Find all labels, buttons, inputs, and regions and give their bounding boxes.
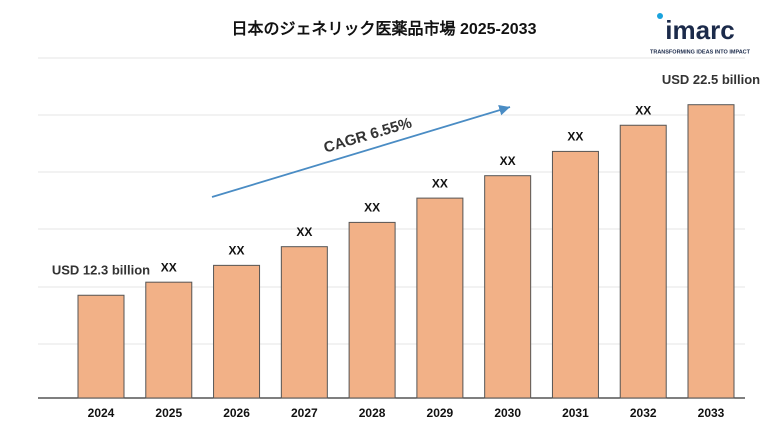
logo-name: imarc	[665, 15, 734, 45]
bar	[551, 150, 599, 399]
value-label: XX	[635, 103, 651, 117]
x-tick-label: 2033	[698, 406, 725, 420]
x-tick-label: 2025	[155, 406, 182, 420]
x-tick-label: 2024	[88, 406, 115, 420]
bar	[348, 221, 396, 399]
bar	[687, 104, 735, 399]
value-label: XX	[364, 201, 380, 215]
chart-title: 日本のジェネリック医薬品市場 2025-2033	[232, 19, 537, 38]
value-label: USD 12.3 billion	[52, 263, 150, 278]
bar	[619, 124, 667, 399]
bar	[484, 175, 532, 399]
bar	[213, 264, 261, 399]
value-label: XX	[161, 260, 177, 274]
value-label: XX	[500, 154, 516, 168]
value-label: XX	[567, 130, 583, 144]
logo-tagline: TRANSFORMING IDEAS INTO IMPACT	[650, 49, 751, 55]
cagr-arrow	[211, 104, 511, 198]
logo-dot	[657, 13, 663, 19]
x-tick-label: 2027	[291, 406, 318, 420]
bar	[280, 246, 328, 399]
bar	[416, 197, 464, 399]
x-tick-label: 2026	[223, 406, 250, 420]
bar	[77, 294, 125, 399]
x-tick-label: 2031	[562, 406, 589, 420]
x-tick-label: 2030	[494, 406, 521, 420]
value-label: XX	[432, 176, 448, 190]
value-label: XX	[229, 244, 245, 258]
value-label: XX	[296, 225, 312, 239]
x-tick-label: 2028	[359, 406, 386, 420]
x-tick-label: 2032	[630, 406, 657, 420]
bar	[145, 281, 193, 399]
value-label: USD 22.5 billion	[662, 72, 760, 87]
x-tick-label: 2029	[427, 406, 454, 420]
